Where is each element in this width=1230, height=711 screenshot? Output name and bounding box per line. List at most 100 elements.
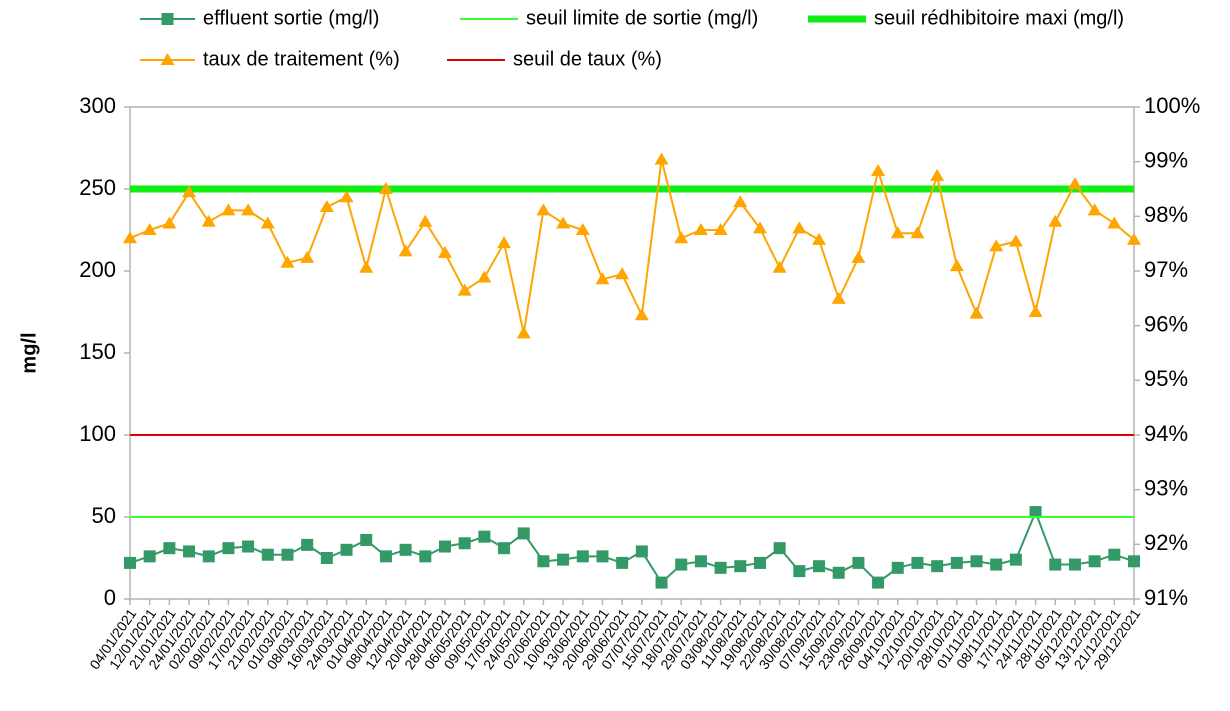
y-tick-label: 0 <box>104 585 116 610</box>
y2-tick-label: 92% <box>1144 530 1188 555</box>
series-line <box>129 158 1135 335</box>
data-point <box>970 555 983 568</box>
data-point <box>772 260 787 273</box>
data-point <box>891 561 904 574</box>
data-point <box>1028 305 1043 317</box>
data-point <box>498 542 511 555</box>
y2-tick-label: 96% <box>1144 311 1188 336</box>
data-point <box>497 236 512 249</box>
data-point <box>437 245 452 258</box>
y-tick-label: 50 <box>92 503 116 528</box>
data-point <box>1127 232 1141 245</box>
data-point <box>675 558 688 571</box>
data-point <box>280 255 295 268</box>
data-point <box>1049 558 1062 571</box>
data-point <box>457 283 472 296</box>
data-point <box>143 550 156 563</box>
data-point <box>201 214 216 227</box>
data-point <box>202 550 215 563</box>
y2-tick-label: 97% <box>1144 257 1188 282</box>
data-point <box>260 216 275 229</box>
data-point <box>596 550 609 563</box>
data-point <box>773 542 786 555</box>
data-point <box>1108 548 1121 561</box>
y-axis-label: mg/l <box>18 332 40 373</box>
data-point <box>654 152 669 165</box>
series-line <box>129 511 1135 584</box>
data-point <box>616 556 629 569</box>
data-point <box>792 221 807 234</box>
legend-marker <box>161 13 174 25</box>
data-point <box>241 203 256 216</box>
data-point <box>1029 506 1042 519</box>
data-point <box>911 556 924 569</box>
data-point <box>319 200 334 213</box>
data-point <box>320 552 333 564</box>
data-point <box>1008 234 1023 247</box>
legend-label: taux de traitement (%) <box>203 48 400 70</box>
data-point <box>142 223 157 235</box>
data-point <box>537 555 550 568</box>
data-point <box>655 576 668 589</box>
data-point <box>359 260 374 273</box>
data-point <box>813 560 826 573</box>
data-point <box>831 291 846 304</box>
y2-tick-label: 100% <box>1144 93 1200 118</box>
y-tick-label: 150 <box>79 339 116 364</box>
data-point <box>733 195 748 208</box>
data-point <box>124 556 136 569</box>
data-point <box>693 223 708 235</box>
y2-tick-label: 94% <box>1144 421 1188 446</box>
y2-tick-label: 93% <box>1144 475 1188 500</box>
data-point <box>379 550 392 563</box>
data-point <box>360 533 373 546</box>
data-point <box>852 556 865 569</box>
data-point <box>300 250 315 263</box>
plot-area <box>129 106 1135 600</box>
data-point <box>281 548 294 561</box>
data-point <box>674 231 689 244</box>
data-point <box>851 250 866 263</box>
data-point <box>714 561 727 574</box>
data-point <box>871 163 886 176</box>
data-point <box>340 543 353 556</box>
data-point <box>694 555 707 568</box>
data-point <box>477 270 492 283</box>
data-point <box>1068 558 1081 571</box>
data-point <box>556 216 571 229</box>
data-point <box>950 556 963 569</box>
data-point <box>969 306 984 319</box>
data-point <box>734 560 747 573</box>
data-point <box>1087 203 1102 216</box>
data-point <box>419 550 432 563</box>
data-point <box>931 560 944 573</box>
y-tick-label: 100 <box>79 421 116 446</box>
data-point <box>398 244 413 257</box>
data-point <box>990 558 1003 571</box>
data-point <box>438 540 451 553</box>
y-tick-label: 300 <box>79 93 116 118</box>
y2-tick-label: 98% <box>1144 202 1188 227</box>
data-point <box>1107 216 1122 229</box>
legend-label: effluent sortie (mg/l) <box>203 7 379 29</box>
data-point <box>615 267 630 280</box>
data-point <box>949 259 964 272</box>
y2-tick-label: 95% <box>1144 366 1188 391</box>
legend-label: seuil de taux (%) <box>513 48 662 70</box>
data-point <box>301 538 314 551</box>
data-point <box>536 203 551 216</box>
data-point <box>752 221 767 234</box>
data-point <box>123 231 137 244</box>
data-point <box>872 576 885 589</box>
data-point <box>753 556 766 569</box>
data-point <box>1067 177 1082 190</box>
legend-label: seuil limite de sortie (mg/l) <box>526 7 758 29</box>
data-point <box>163 542 176 555</box>
data-point <box>182 185 197 198</box>
y2-tick-label: 99% <box>1144 147 1188 172</box>
data-point <box>930 168 945 181</box>
data-point <box>1088 555 1101 568</box>
data-point <box>222 542 235 555</box>
data-point <box>557 553 570 566</box>
